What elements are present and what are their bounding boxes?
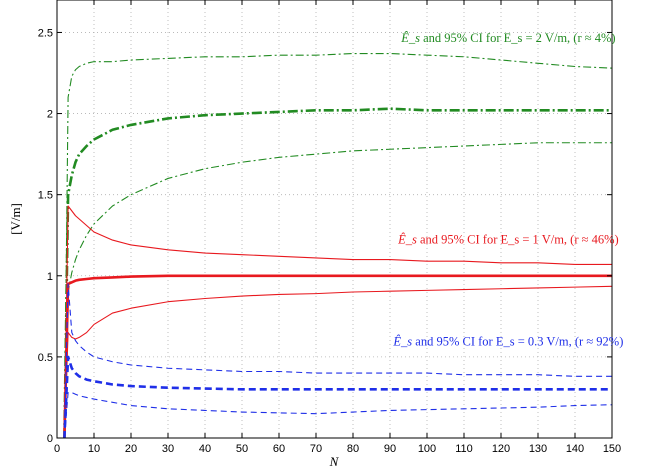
plot-frame	[56, 0, 613, 439]
y-tick-label: 1	[47, 271, 53, 283]
x-tick-label: 120	[492, 443, 510, 455]
y-tick-label: 2.5	[38, 27, 53, 39]
x-axis-label: N	[329, 454, 340, 469]
series-1-estimate-line	[63, 274, 612, 439]
series-2-lower-line	[63, 392, 613, 439]
series-0-annotation: Ê_s and 95% CI for E_s = 2 V/m, (r ≈ 4%)	[400, 31, 615, 45]
axis-ticks: 0 10 20 30 40 50 60 70 80 90 100 110 120 130 140 150 0 0.…	[38, 0, 621, 455]
plot-background	[57, 0, 612, 438]
x-tick-label: 30	[162, 443, 174, 455]
series-1-upper-line	[63, 205, 612, 439]
x-tick-label: 20	[125, 443, 137, 455]
series-layer	[63, 52, 613, 439]
x-tick-label: 140	[566, 443, 584, 455]
x-tick-label: 110	[455, 443, 473, 455]
series-2-upper-line	[63, 283, 612, 439]
x-tick-label: 150	[603, 443, 621, 455]
x-tick-label: 60	[273, 443, 285, 455]
x-tick-label: 130	[529, 443, 547, 455]
series-0-estimate-line	[63, 107, 612, 439]
series-1-lower-line	[63, 285, 613, 439]
x-tick-label: 50	[236, 443, 248, 455]
x-tick-label: 40	[199, 443, 211, 455]
y-tick-label: 1.5	[38, 190, 53, 202]
x-tick-label: 100	[418, 443, 436, 455]
series-1-annotation: Ê_s and 95% CI for E_s = 1 V/m, (r ≈ 46%…	[397, 232, 619, 246]
x-tick-label: 80	[347, 443, 359, 455]
series-0-lower-line	[63, 142, 612, 439]
y-axis-label: [V/m]	[8, 203, 23, 235]
series-2-annotation: Ê_s and 95% CI for E_s = 0.3 V/m, (r ≈ 9…	[392, 335, 623, 349]
series-2-estimate-line	[63, 355, 612, 439]
y-tick-label: 2	[47, 109, 53, 121]
y-tick-label: 0.5	[38, 352, 53, 364]
annotations: Ê_s and 95% CI for E_s = 2 V/m, (r ≈ 4%)…	[392, 31, 623, 348]
x-tick-label: 0	[54, 443, 60, 455]
x-tick-label: 10	[88, 443, 100, 455]
series-0-upper-line	[63, 52, 613, 439]
x-tick-label: 70	[310, 443, 322, 455]
x-tick-label: 90	[384, 443, 396, 455]
y-tick-label: 0	[47, 433, 53, 445]
